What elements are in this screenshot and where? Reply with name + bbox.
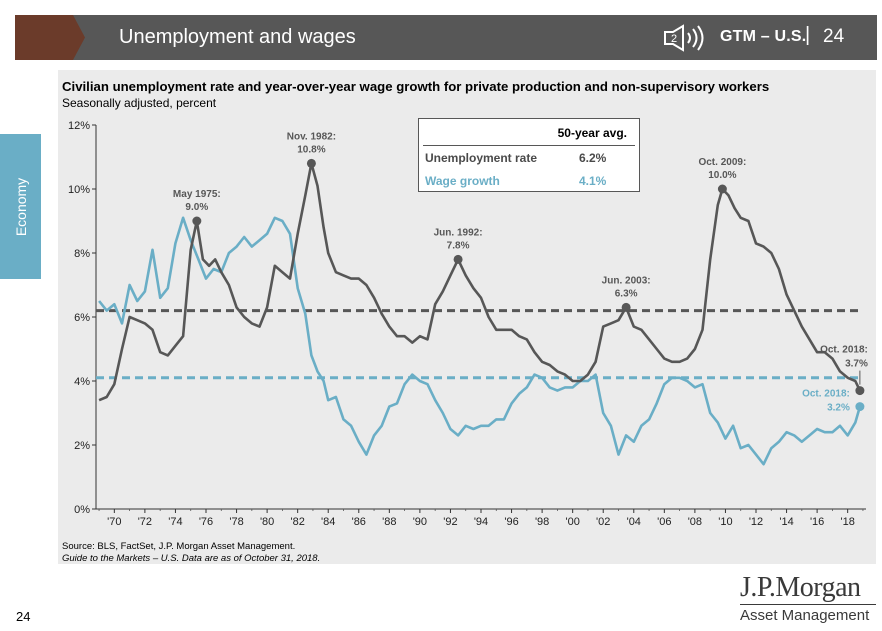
header-right: 2 GTM – U.S. | 24 xyxy=(657,15,877,60)
jpmorgan-logo: J.P.Morgan Asset Management xyxy=(740,574,876,624)
annotation-value-label: 3.2% xyxy=(827,403,850,414)
x-tick-label: '72 xyxy=(138,516,152,528)
y-tick-label: 2% xyxy=(74,440,90,452)
guide-note: Guide to the Markets – U.S. Data are as … xyxy=(62,553,321,564)
gtm-badge: GTM – U.S. xyxy=(720,28,807,45)
source-text: Source: BLS, FactSet, J.P. Morgan Asset … xyxy=(62,541,296,552)
annotation-value-label: 10.0% xyxy=(708,170,736,181)
x-tick-label: '90 xyxy=(413,516,427,528)
x-tick-label: '86 xyxy=(352,516,366,528)
wage-growth-line xyxy=(98,216,862,466)
header-separator: | xyxy=(805,24,811,46)
average-lines xyxy=(96,309,862,380)
legend-wage-value: 4.1% xyxy=(579,174,607,188)
y-tick-label: 8% xyxy=(74,248,90,260)
legend-header: 50-year avg. xyxy=(557,126,627,140)
x-tick-label: '98 xyxy=(535,516,549,528)
x-tick-label: '84 xyxy=(321,516,335,528)
legend-divider xyxy=(423,145,635,146)
annotation-value-label: 7.8% xyxy=(447,240,470,251)
legend-wage-label: Wage growth xyxy=(425,174,500,188)
unemployment-line xyxy=(98,162,862,402)
header-page-number: 24 xyxy=(823,26,845,47)
x-tick-label: '08 xyxy=(688,516,702,528)
annotation-date-label: Nov. 1982: xyxy=(287,131,336,142)
x-tick-label: '92 xyxy=(443,516,457,528)
annotation-date-label: May 1975: xyxy=(173,189,221,200)
chart-axes: 0% 2% 4% 6% 8% 10% 12% '70 '72 '74 '76 '78 '80 '82 '84… xyxy=(68,120,866,528)
logo-sub-text: Asset Management xyxy=(740,607,870,624)
x-tick-label: '76 xyxy=(199,516,213,528)
y-tick-label: 0% xyxy=(74,504,90,516)
annotation-marker xyxy=(855,402,865,412)
header-bar: Unemployment and wages 2 GTM – U.S. | 24 xyxy=(15,15,877,60)
annotation-marker xyxy=(306,158,316,168)
x-tick-label: '96 xyxy=(504,516,518,528)
x-tick-label: '02 xyxy=(596,516,610,528)
annotation-date-label: Jun. 1992: xyxy=(434,227,483,238)
chart-subtitle: Seasonally adjusted, percent xyxy=(62,96,217,110)
annotation-value-label: 3.7% xyxy=(845,359,868,370)
page-title: Unemployment and wages xyxy=(119,26,356,48)
chart-annotations: May 1975: 9.0% Nov. 1982: 10.8% Jun. 1992: 7.… xyxy=(173,131,868,413)
speaker-icon-number: 2 xyxy=(671,33,677,45)
annotation-date-label: Jun. 2003: xyxy=(602,275,651,286)
annotation-value-label: 9.0% xyxy=(185,202,208,213)
y-tick-label: 10% xyxy=(68,184,90,196)
annotation-date-label: Oct. 2009: xyxy=(698,157,746,168)
legend-unemployment-value: 6.2% xyxy=(579,151,607,165)
y-tick-label: 12% xyxy=(68,120,90,132)
speaker-icon[interactable]: 2 xyxy=(661,24,707,52)
annotation-date-label: Oct. 2018: xyxy=(802,389,850,400)
annotation-marker xyxy=(855,386,865,396)
x-tick-label: '12 xyxy=(749,516,763,528)
section-tab-economy[interactable]: Economy xyxy=(0,134,41,279)
x-tick-label: '80 xyxy=(260,516,274,528)
legend-unemployment-label: Unemployment rate xyxy=(425,151,538,165)
chart-title: Civilian unemployment rate and year-over… xyxy=(62,79,770,94)
x-tick-label: '10 xyxy=(718,516,732,528)
source-note: Source: BLS, FactSet, J.P. Morgan Asset … xyxy=(62,541,320,565)
x-tick-label: '82 xyxy=(290,516,304,528)
x-tick-label: '70 xyxy=(107,516,121,528)
x-tick-label: '06 xyxy=(657,516,671,528)
annotation-value-label: 10.8% xyxy=(297,144,325,155)
x-tick-label: '16 xyxy=(810,516,824,528)
header-accent-tab xyxy=(15,15,85,60)
x-tick-label: '04 xyxy=(627,516,641,528)
annotation-value-label: 6.3% xyxy=(615,288,638,299)
annotation-marker xyxy=(192,216,202,226)
logo-main-text: J.P.Morgan xyxy=(740,572,861,603)
footer-page-number: 24 xyxy=(16,609,31,624)
annotation-marker xyxy=(717,184,727,194)
x-tick-label: '00 xyxy=(565,516,579,528)
x-tick-label: '74 xyxy=(168,516,182,528)
chart-series xyxy=(98,162,862,466)
logo-divider xyxy=(740,604,876,605)
x-tick-label: '88 xyxy=(382,516,396,528)
x-tick-label: '18 xyxy=(840,516,854,528)
annotation-date-label: Oct. 2018: xyxy=(820,345,868,356)
x-tick-label: '94 xyxy=(474,516,488,528)
x-tick-label: '14 xyxy=(779,516,793,528)
y-tick-label: 6% xyxy=(74,312,90,324)
annotation-marker xyxy=(453,254,463,264)
legend-table: 50-year avg. Unemployment rate 6.2% Wage… xyxy=(418,118,640,192)
annotation-marker xyxy=(621,302,631,312)
y-tick-label: 4% xyxy=(74,376,90,388)
x-tick-label: '78 xyxy=(229,516,243,528)
